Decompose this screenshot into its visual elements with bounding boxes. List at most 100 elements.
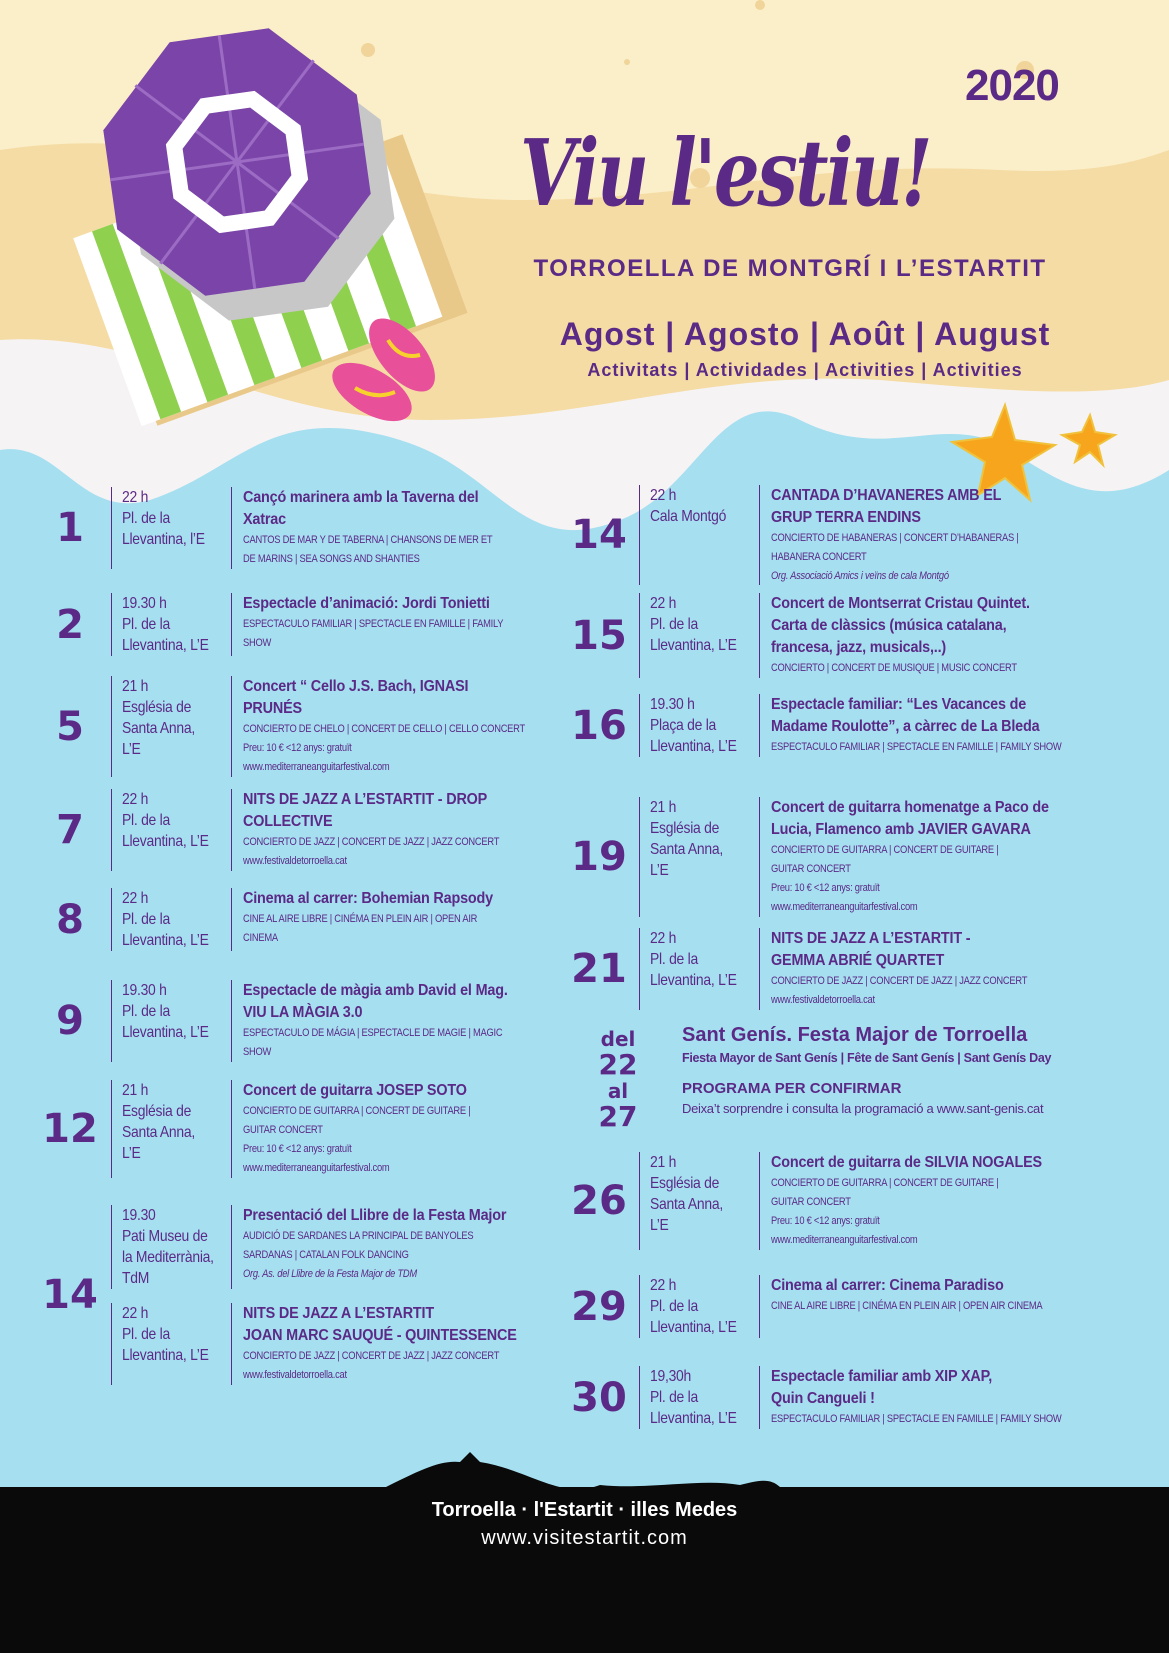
time-line: 22 h <box>122 489 149 506</box>
event-detail: ESPECTACULO FAMILIAR | SPECTACLE EN FAMI… <box>771 741 1062 753</box>
time-line: Pl. de la <box>650 1389 698 1406</box>
event-rows: 22 h Cala Montgó CANTADA D’HAVANERES AMB E… <box>639 485 1144 585</box>
event-title: Lucia, Flamenco amb JAVIER GAVARA <box>771 821 1031 838</box>
time-line: Plaça de la <box>650 717 717 734</box>
location-subtitle: TORROELLA DE MONTGRÍ I L’ESTARTIT <box>533 255 1047 282</box>
time-line: 19.30 <box>122 1207 156 1224</box>
event-time-location: 22 h Pl. de la Llevantina, l’E <box>111 487 231 569</box>
event-time-location: 22 h Pl. de la Llevantina, L’E <box>639 1275 759 1338</box>
event-title: Cinema al carrer: Cinema Paradiso <box>771 1277 1004 1294</box>
event-detail: CINE AL AIRE LIBRE | CINÉMA EN PLEIN AIR… <box>771 1300 1043 1312</box>
festa-program: PROGRAMA PER CONFIRMAR <box>682 1080 902 1097</box>
event-detail: CANTOS DE MAR Y DE TABERNA | CHANSONS DE… <box>243 534 493 546</box>
day-number: 14 <box>42 1272 98 1318</box>
event-title: JOAN MARC SAUQUÉ - QUINTESSENCE <box>243 1327 517 1344</box>
time-line: 22 h <box>650 595 677 612</box>
day-number: 15 <box>571 612 627 659</box>
event-time-location: 19,30h Pl. de la Llevantina, L’E <box>639 1366 759 1429</box>
event-detail: www.festivaldetorroella.cat <box>243 855 347 867</box>
event-row: 19.30 h Plaça de la Llevantina, L’E Especta… <box>639 694 1144 757</box>
event-detail: SHOW <box>243 1046 272 1058</box>
event-rows: 22 h Pl. de la Llevantina, L’E Cinema al ca… <box>111 888 556 951</box>
event-time-location: 22 h Pl. de la Llevantina, L’E <box>639 593 759 678</box>
time-line: Pl. de la <box>650 616 698 633</box>
event-rows: 19.30 h Pl. de la Llevantina, L’E Espectacl… <box>111 593 556 656</box>
event-rows: 21 h Església de Santa Anna, L’E Concert de … <box>639 1152 1144 1250</box>
event-rows: 21 h Església de Santa Anna, L’E Concert “ C… <box>111 676 556 777</box>
event-row: 21 h Església de Santa Anna, L’E Concert de … <box>639 1152 1144 1250</box>
time-line: Pl. de la <box>122 911 170 928</box>
time-line: 22 h <box>650 487 677 504</box>
event-rows: 21 h Església de Santa Anna, L’E Concert de … <box>111 1080 556 1178</box>
time-line: Llevantina, L’E <box>122 833 209 850</box>
event-rows: 19,30h Pl. de la Llevantina, L’E Espectacle… <box>639 1366 1144 1429</box>
event-7: 7 22 h Pl. de la Llevantina, L’E NITS DE JAZ… <box>40 789 556 871</box>
event-time-location: 19.30 h Plaça de la Llevantina, L’E <box>639 694 759 757</box>
event-time-location: 19.30 h Pl. de la Llevantina, L’E <box>111 593 231 656</box>
day-number: 14 <box>571 512 627 558</box>
event-rows: 22 h Pl. de la Llevantina, L’E NITS DE JAZZ… <box>639 928 1144 1010</box>
time-line: Santa Anna, <box>650 841 723 858</box>
event-title: NITS DE JAZZ A L’ESTARTIT - <box>771 930 971 947</box>
event-title: francesa, jazz, musicals,..) <box>771 639 947 656</box>
months-heading: Agost | Agosto | Août | August <box>559 316 1051 352</box>
time-line: Cala Montgó <box>650 508 727 525</box>
footer-brand: Torroella · l'Estartit · illes Medes <box>431 1499 738 1521</box>
event-title: PRUNÉS <box>243 700 302 717</box>
event-row: 22 h Pl. de la Llevantina, L’E Cinema al ca… <box>111 888 556 951</box>
time-line: Llevantina, l’E <box>122 531 205 548</box>
event-detail: CONCIERTO DE JAZZ | CONCERT DE JAZZ | JA… <box>243 836 500 848</box>
event-row: 19.30 h Pl. de la Llevantina, L’E Espectacl… <box>111 980 556 1062</box>
event-content: NITS DE JAZZ A L’ESTARTIT JOAN MARC SAUQU… <box>231 1303 556 1385</box>
day-number: 19 <box>571 834 627 880</box>
event-detail: GUITAR CONCERT <box>771 863 851 875</box>
time-line: Llevantina, L’E <box>122 1347 209 1364</box>
event-row: 19.30 h Pl. de la Llevantina, L’E Espectacl… <box>111 593 556 656</box>
time-line: 22 h <box>122 890 149 907</box>
day-number: 2 <box>56 601 84 648</box>
footer-website-link[interactable]: www.visitestartit.com <box>481 1527 688 1549</box>
event-rows: 19.30 Pati Museu de la Mediterrània, TdM Pre… <box>111 1205 556 1385</box>
time-line: 21 h <box>122 1082 149 1099</box>
time-line: 19.30 h <box>122 982 167 999</box>
event-row: 22 h Pl. de la Llevantina, L’E Concert de M… <box>639 593 1144 678</box>
time-line: Llevantina, L’E <box>650 637 737 654</box>
event-time-location: 21 h Església de Santa Anna, L’E <box>639 797 759 917</box>
event-content: Concert de Montserrat Cristau Quintet. Ca… <box>759 593 1144 678</box>
event-row: 21 h Església de Santa Anna, L’E Concert de … <box>639 797 1144 917</box>
day-number: 29 <box>571 1283 627 1330</box>
flip-flops-icon <box>332 318 435 422</box>
event-content: Cançó marinera amb la Taverna del Xatrac C… <box>231 487 556 569</box>
time-line: Pati Museu de <box>122 1228 208 1245</box>
time-line: L’E <box>122 1145 141 1162</box>
event-detail: CONCIERTO DE GUITARRA | CONCERT DE GUITA… <box>771 1177 999 1189</box>
time-line: Pl. de la <box>650 951 698 968</box>
time-line: Pl. de la <box>122 812 170 829</box>
time-line: L’E <box>122 741 141 758</box>
event-row: 22 h Pl. de la Llevantina, L’E NITS DE JAZZ… <box>111 789 556 871</box>
event-15: 15 22 h Pl. de la Llevantina, L’E Concert de… <box>570 593 1144 678</box>
time-line: 19.30 h <box>122 595 167 612</box>
time-line: Llevantina, L’E <box>650 1410 737 1427</box>
event-row: 22 h Pl. de la Llevantina, L’E NITS DE JAZZ… <box>111 1303 556 1385</box>
event-rows: 22 h Pl. de la Llevantina, L’E Concert de M… <box>639 593 1144 678</box>
event-title: Concert de guitarra homenatge a Paco de <box>771 799 1049 816</box>
event-detail: CONCIERTO DE HABANERAS | CONCERT D’HABAN… <box>771 532 1019 544</box>
time-line: 19.30 h <box>650 696 695 713</box>
event-rows: 22 h Pl. de la Llevantina, L’E NITS DE JAZZ… <box>111 789 556 871</box>
time-line: Pl. de la <box>122 1326 170 1343</box>
event-content: Concert “ Cello J.S. Bach, IGNASI PRUNÉS C… <box>231 676 556 777</box>
event-12: 12 21 h Església de Santa Anna, L’E Concert d… <box>40 1080 556 1178</box>
time-line: Santa Anna, <box>122 1124 195 1141</box>
event-content: NITS DE JAZZ A L’ESTARTIT - DROP COLLECTI… <box>231 789 556 871</box>
activities-heading: Activitats | Actividades | Activities | … <box>587 360 1023 380</box>
festa-to-day: 27 <box>598 1100 638 1133</box>
event-detail: Preu: 10 € <12 anys: gratuït <box>771 1215 880 1227</box>
event-detail: CONCIERTO DE GUITARRA | CONCERT DE GUITA… <box>243 1105 471 1117</box>
event-26: 26 21 h Església de Santa Anna, L’E Concert d… <box>570 1152 1144 1250</box>
event-content: Presentació del Llibre de la Festa Major… <box>231 1205 556 1289</box>
event-detail: HABANERA CONCERT <box>771 551 867 563</box>
event-time-location: 22 h Pl. de la Llevantina, L’E <box>111 1303 231 1385</box>
day-number: 9 <box>56 998 84 1044</box>
